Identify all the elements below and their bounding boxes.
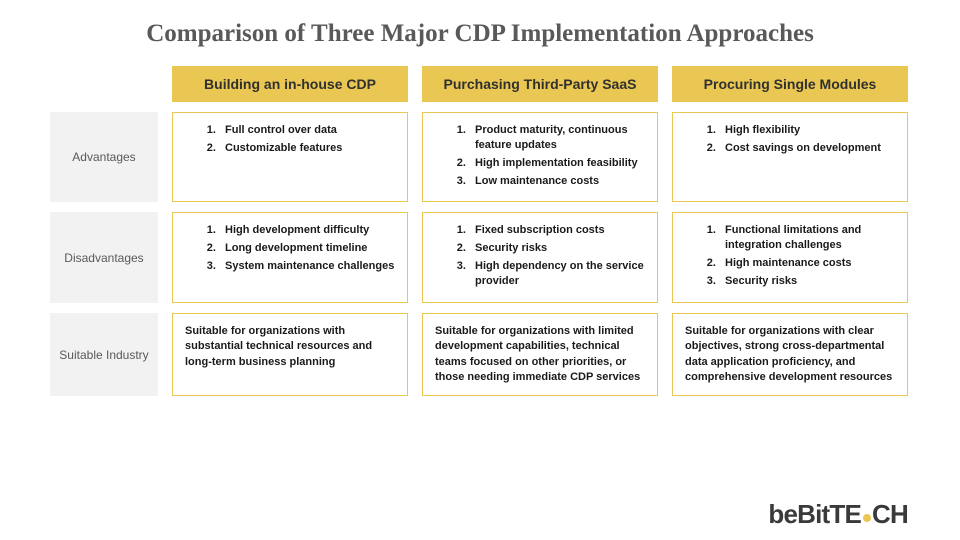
- logo-part-bit: Bit: [797, 499, 829, 529]
- cell-saas-advantages: Product maturity, continuous feature upd…: [422, 112, 658, 202]
- logo-part-be: be: [768, 499, 797, 529]
- list-item: High flexibility: [719, 123, 895, 138]
- suitable-text: Suitable for organizations with substant…: [185, 324, 395, 370]
- list-item: Security risks: [469, 241, 645, 256]
- logo-part-t: T: [829, 499, 844, 529]
- cell-modules-suitable: Suitable for organizations with clear ob…: [672, 313, 908, 397]
- list-item: Long development timeline: [219, 241, 395, 256]
- list-item: Low maintenance costs: [469, 174, 645, 189]
- col-header-inhouse: Building an in-house CDP: [172, 66, 408, 102]
- cell-modules-advantages: High flexibility Cost savings on develop…: [672, 112, 908, 202]
- grid-spacer: [50, 66, 158, 102]
- logo-part-ch: CH: [872, 499, 908, 529]
- list-item: Security risks: [719, 274, 895, 289]
- suitable-text: Suitable for organizations with limited …: [435, 324, 645, 386]
- cell-inhouse-advantages: Full control over data Customizable feat…: [172, 112, 408, 202]
- list-item: Cost savings on development: [719, 141, 895, 156]
- cell-inhouse-suitable: Suitable for organizations with substant…: [172, 313, 408, 397]
- cell-saas-suitable: Suitable for organizations with limited …: [422, 313, 658, 397]
- list-item: System maintenance challenges: [219, 259, 395, 274]
- logo-bebittech: beBitTECH: [768, 499, 908, 530]
- suitable-text: Suitable for organizations with clear ob…: [685, 324, 895, 386]
- page-title: Comparison of Three Major CDP Implementa…: [50, 20, 910, 48]
- comparison-grid: Building an in-house CDP Purchasing Thir…: [50, 66, 910, 396]
- logo-dot-icon: [863, 514, 871, 522]
- list-item: High implementation feasibility: [469, 156, 645, 171]
- list-item: Customizable features: [219, 141, 395, 156]
- list-item: Product maturity, continuous feature upd…: [469, 123, 645, 153]
- list-item: High development difficulty: [219, 223, 395, 238]
- cell-inhouse-disadvantages: High development difficulty Long develop…: [172, 212, 408, 302]
- cell-saas-disadvantages: Fixed subscription costs Security risks …: [422, 212, 658, 302]
- list-item: Fixed subscription costs: [469, 223, 645, 238]
- list-item: Full control over data: [219, 123, 395, 138]
- row-label-advantages: Advantages: [50, 112, 158, 202]
- col-header-modules: Procuring Single Modules: [672, 66, 908, 102]
- logo-part-e: E: [845, 499, 873, 529]
- row-label-disadvantages: Disadvantages: [50, 212, 158, 302]
- list-item: Functional limitations and integration c…: [719, 223, 895, 253]
- row-label-suitable: Suitable Industry: [50, 313, 158, 397]
- page: Comparison of Three Major CDP Implementa…: [0, 0, 960, 540]
- list-item: High dependency on the service provider: [469, 259, 645, 289]
- list-item: High maintenance costs: [719, 256, 895, 271]
- cell-modules-disadvantages: Functional limitations and integration c…: [672, 212, 908, 302]
- col-header-saas: Purchasing Third-Party SaaS: [422, 66, 658, 102]
